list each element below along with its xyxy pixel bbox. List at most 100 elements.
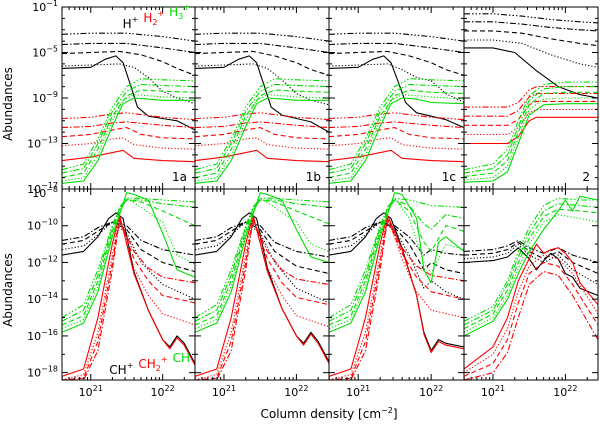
series-green-dotted xyxy=(195,197,329,330)
y-tick-label-bottom: 10−18 xyxy=(27,365,58,380)
x-tick-label-exp: 22 xyxy=(165,384,175,393)
y-tick-label-bottom: 10−10 xyxy=(27,218,58,233)
x-tick-label-exp: 22 xyxy=(567,384,577,393)
legend-bottom-item-1: CH xyxy=(138,357,155,371)
x-tick-label-base: 10 xyxy=(151,386,165,399)
series-red-dashdotdotdot xyxy=(329,112,464,121)
series-green-solid xyxy=(62,97,195,184)
series-red-dotted xyxy=(464,108,598,135)
series-green-dashdot xyxy=(195,199,329,322)
series-green-dashdotdotdot xyxy=(329,78,464,171)
y-tick-label-bottom-exp: −12 xyxy=(41,254,58,263)
series-green-dashdot xyxy=(62,83,195,174)
series-black-dotted xyxy=(195,63,329,106)
x-tick-label-exp: 21 xyxy=(226,384,236,393)
y-tick-label-top: 10−17 xyxy=(27,181,58,196)
series-black-dashed xyxy=(329,221,464,275)
series-green-dashdot xyxy=(329,83,464,174)
series-black-dashed xyxy=(464,241,598,275)
y-tick-label-top-exp: −9 xyxy=(46,90,58,99)
series-red-dashdot xyxy=(195,219,329,380)
series-black-solid xyxy=(329,212,464,352)
panel-label-1a: 1a xyxy=(172,170,187,184)
y-tick-label-top-base: 10 xyxy=(27,138,41,151)
y-tick-label-bottom: 10−14 xyxy=(27,291,58,306)
series-green-dashdotdotdot xyxy=(195,78,329,171)
legend-bottom-item-1-sup: + xyxy=(161,355,168,364)
series-green-dashdotdotdot xyxy=(464,197,598,322)
series-red-solid xyxy=(464,243,598,370)
series-red-dashed xyxy=(329,127,464,140)
panel-frame xyxy=(463,188,599,381)
y-tick-label-bottom-base: 10 xyxy=(27,367,41,380)
y-tick-label-top-exp: −1 xyxy=(46,0,58,8)
panel-frame xyxy=(194,6,330,190)
x-tick-label-exp: 21 xyxy=(93,384,103,393)
x-tick-label: 1022 xyxy=(419,384,443,399)
series-red-dashed xyxy=(464,261,598,377)
y-tick-label-top-base: 10 xyxy=(32,47,46,60)
legend-bottom-item-2: CH xyxy=(173,351,190,365)
x-tick-label: 1021 xyxy=(79,384,103,399)
panel-bottom-2 xyxy=(194,188,330,381)
series-black-dotted xyxy=(464,39,598,68)
series-green-dashdotdotdot xyxy=(464,81,598,171)
y-tick-label-bottom-exp: −16 xyxy=(41,328,58,337)
series-black-dashed xyxy=(62,221,195,273)
y-tick-label-bottom-exp: −14 xyxy=(41,291,58,300)
x-tick-label: 1022 xyxy=(284,384,308,399)
series-black-dashdot xyxy=(464,239,598,264)
panel-bottom-4 xyxy=(463,188,599,381)
series-red-dotted xyxy=(62,137,195,150)
x-tick-label: 1021 xyxy=(481,384,505,399)
series-red-solid xyxy=(329,149,464,163)
x-tick-label-base: 10 xyxy=(284,386,298,399)
y-tick-label-bottom: 10−16 xyxy=(27,328,58,343)
series-green-dashdot xyxy=(329,199,464,322)
x-tick-label: 1021 xyxy=(212,384,236,399)
panel-frame xyxy=(194,188,330,381)
series-red-dashdot xyxy=(62,121,195,129)
legend-bottom-item-0: CH xyxy=(109,363,126,377)
series-green-dashdot xyxy=(464,203,598,326)
series-green-dashdot xyxy=(195,83,329,174)
series-group xyxy=(329,192,464,380)
series-black-dotted xyxy=(62,221,195,300)
series-red-dashdotdotdot xyxy=(62,112,195,121)
legend-top: H+ H2+ H3+ xyxy=(123,3,190,31)
series-black-dashdotdotdot xyxy=(195,32,329,42)
x-tick-label: 1021 xyxy=(346,384,370,399)
series-green-dashdotdotdot xyxy=(62,78,195,171)
series-red-dashdot xyxy=(329,121,464,129)
series-green-dashdotdotdot xyxy=(329,197,464,319)
series-red-dashdot xyxy=(464,271,598,380)
y-tick-label-top-exp: −13 xyxy=(41,136,58,145)
series-green-solid xyxy=(195,192,329,333)
series-green-dashed xyxy=(464,208,598,330)
y-tick-label-bottom: 10−8 xyxy=(32,185,58,200)
panel-frame xyxy=(328,188,465,381)
legend-top-item-1-sup: + xyxy=(157,9,164,18)
series-green-solid xyxy=(464,103,598,183)
panel-top-1: 1a xyxy=(61,6,196,190)
series-green-solid xyxy=(329,192,464,333)
x-axis-label: Column density [cm−2] xyxy=(260,406,397,421)
series-group xyxy=(464,195,598,380)
x-tick-label-exp: 21 xyxy=(360,384,370,393)
series-group xyxy=(62,192,195,380)
series-green-solid xyxy=(195,97,329,184)
series-green-solid xyxy=(464,195,598,337)
y-tick-label-top: 10−1 xyxy=(32,0,58,14)
y-tick-label-bottom-base: 10 xyxy=(27,330,41,343)
series-red-solid xyxy=(464,116,598,145)
x-tick-label-base: 10 xyxy=(212,386,226,399)
series-red-dashdot xyxy=(329,219,464,380)
series-red-dashed xyxy=(329,217,464,380)
x-tick-label-exp: 22 xyxy=(433,384,443,393)
legend-top-item-1-sub: 2 xyxy=(152,18,157,27)
panel-bottom-1 xyxy=(61,188,196,381)
series-black-dashed xyxy=(62,50,195,76)
series-red-dashdot xyxy=(62,219,195,380)
